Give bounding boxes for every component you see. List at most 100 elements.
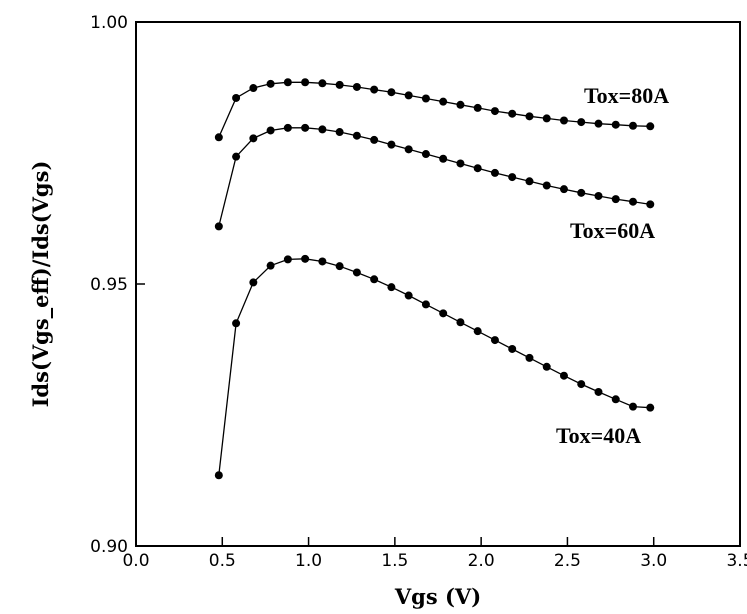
data-point [249,134,258,143]
data-point [335,262,344,271]
data-point [542,362,551,371]
data-point [370,135,379,144]
data-point [404,91,413,100]
data-point [352,82,361,91]
data-point [387,283,396,292]
data-point [525,177,534,186]
data-point [646,122,655,131]
data-point [352,268,361,277]
data-point [559,116,568,125]
data-point [249,84,258,93]
data-point [370,85,379,94]
data-point [249,278,258,287]
data-point [559,371,568,380]
x-tick-label: 1.5 [381,551,408,571]
data-point [525,353,534,362]
data-point [283,123,292,132]
data-point [318,125,327,134]
data-point [266,79,275,88]
x-tick-label: 2.0 [468,551,495,571]
data-point [577,188,586,197]
data-point [404,291,413,300]
data-point [508,109,517,118]
series-layer [214,78,655,480]
y-axis-ticks: 0.90 0.95 1.00 [90,13,145,557]
data-point [232,319,241,328]
data-point [404,145,413,154]
data-point [456,318,465,327]
data-point [232,93,241,102]
series-label: Tox=60A [570,218,655,243]
data-point [421,94,430,103]
series-label: Tox=40A [556,423,641,448]
x-tick-label: 1.0 [295,551,322,571]
data-point [214,133,223,142]
series-label: Tox=80A [584,83,669,108]
data-point [490,336,499,345]
data-point [559,185,568,194]
x-tick-label: 3.0 [640,551,667,571]
data-point [542,181,551,190]
data-point [283,255,292,264]
data-point [594,387,603,396]
data-point [646,403,655,412]
y-tick-label: 1.00 [90,13,128,33]
data-point [421,150,430,159]
data-point [335,128,344,137]
data-point [525,112,534,121]
data-point [301,123,310,132]
data-point [335,80,344,89]
data-point [629,121,638,130]
data-point [594,191,603,200]
data-point [456,100,465,109]
data-point [214,222,223,231]
data-point [387,140,396,149]
data-point [577,118,586,127]
y-axis-title: Ids(Vgs_eff)/Ids(Vgs) [28,161,53,408]
x-axis-ticks: 0.0 0.5 1.0 1.5 2.0 2.5 3.0 3.5 [122,537,747,571]
data-point [646,200,655,209]
x-tick-label: 0.0 [122,551,149,571]
data-point [370,275,379,284]
series-1 [214,78,655,142]
x-tick-label: 3.5 [726,551,747,571]
data-point [439,97,448,106]
data-point [266,126,275,135]
data-point [283,78,292,87]
data-point [421,300,430,309]
data-point [473,103,482,112]
data-point [318,79,327,88]
series-labels: Tox=80A Tox=60A Tox=40A [556,83,669,448]
data-point [352,131,361,140]
data-point [456,159,465,168]
series-line [218,127,651,227]
series-3 [214,254,655,480]
data-point [490,168,499,177]
data-point [301,78,310,87]
data-point [387,88,396,97]
data-point [611,395,620,404]
data-point [439,309,448,318]
data-point [439,154,448,163]
data-point [542,114,551,123]
data-point [266,261,275,270]
data-point [490,107,499,116]
data-point [318,257,327,266]
data-point [611,195,620,204]
y-tick-label: 0.90 [90,537,128,557]
y-tick-label: 0.95 [90,275,128,295]
x-tick-label: 0.5 [209,551,236,571]
x-axis-title: Vgs (V) [394,584,481,609]
data-point [508,344,517,353]
data-point [577,380,586,389]
x-tick-label: 2.5 [554,551,581,571]
data-point [473,164,482,173]
data-point [629,197,638,206]
data-point [629,402,638,411]
series-2 [214,123,655,231]
data-point [611,120,620,129]
data-point [301,254,310,263]
data-point [594,119,603,128]
data-point [232,152,241,161]
